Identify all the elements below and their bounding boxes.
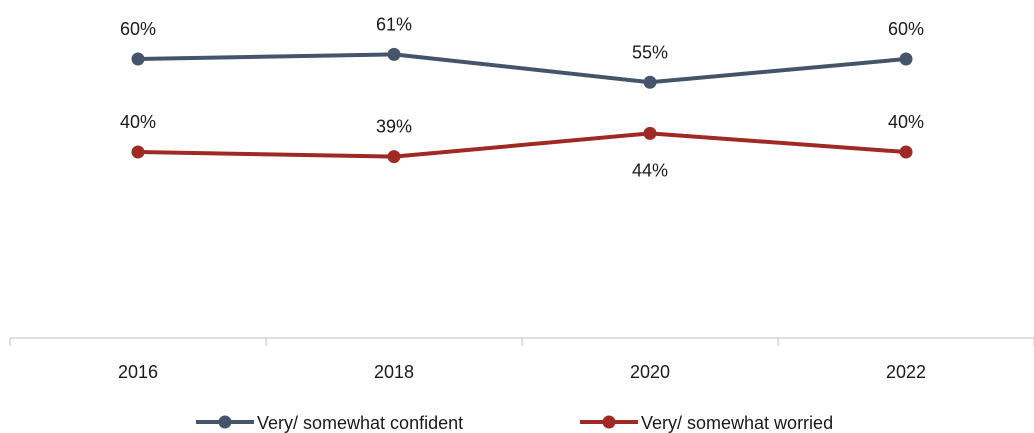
data-point — [643, 75, 657, 89]
data-label: 60% — [120, 19, 156, 39]
series-line — [136, 131, 908, 159]
data-point — [899, 52, 913, 66]
legend-label: Very/ somewhat confident — [257, 413, 463, 433]
data-label: 55% — [632, 42, 668, 62]
plot-area: 60% 61% 55% 60% 40% 39% 44% 40% — [120, 14, 924, 180]
data-label: 61% — [376, 14, 412, 34]
legend-swatch-marker — [218, 415, 232, 429]
legend: Very/ somewhat confident Very/ somewhat w… — [196, 413, 833, 433]
data-label: 60% — [888, 19, 924, 39]
data-point — [643, 126, 657, 140]
legend-label: Very/ somewhat worried — [641, 413, 833, 433]
series-line — [136, 52, 908, 85]
data-point — [899, 145, 913, 159]
data-point — [131, 145, 145, 159]
x-tick-label: 2018 — [374, 362, 414, 382]
data-point — [131, 52, 145, 66]
x-tick-label: 2020 — [630, 362, 670, 382]
x-tick-label: 2022 — [886, 362, 926, 382]
data-point — [387, 47, 401, 61]
data-label: 40% — [120, 112, 156, 132]
data-label: 44% — [632, 160, 668, 180]
data-label: 39% — [376, 117, 412, 137]
legend-swatch-marker — [602, 415, 616, 429]
x-tick-label: 2016 — [118, 362, 158, 382]
x-axis: 2016 2018 2020 2022 — [9, 337, 1034, 382]
data-label: 40% — [888, 112, 924, 132]
data-point — [387, 150, 401, 164]
